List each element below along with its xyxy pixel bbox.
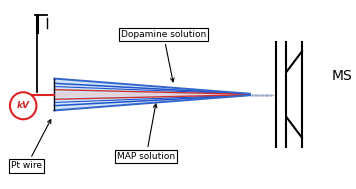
Text: Pt wire: Pt wire <box>11 120 51 170</box>
Text: MS: MS <box>331 69 352 83</box>
Text: kV: kV <box>17 101 30 110</box>
Ellipse shape <box>10 92 36 119</box>
Text: MAP solution: MAP solution <box>117 104 175 161</box>
Text: Dopamine solution: Dopamine solution <box>121 30 206 82</box>
Polygon shape <box>54 79 250 110</box>
Polygon shape <box>54 92 250 97</box>
